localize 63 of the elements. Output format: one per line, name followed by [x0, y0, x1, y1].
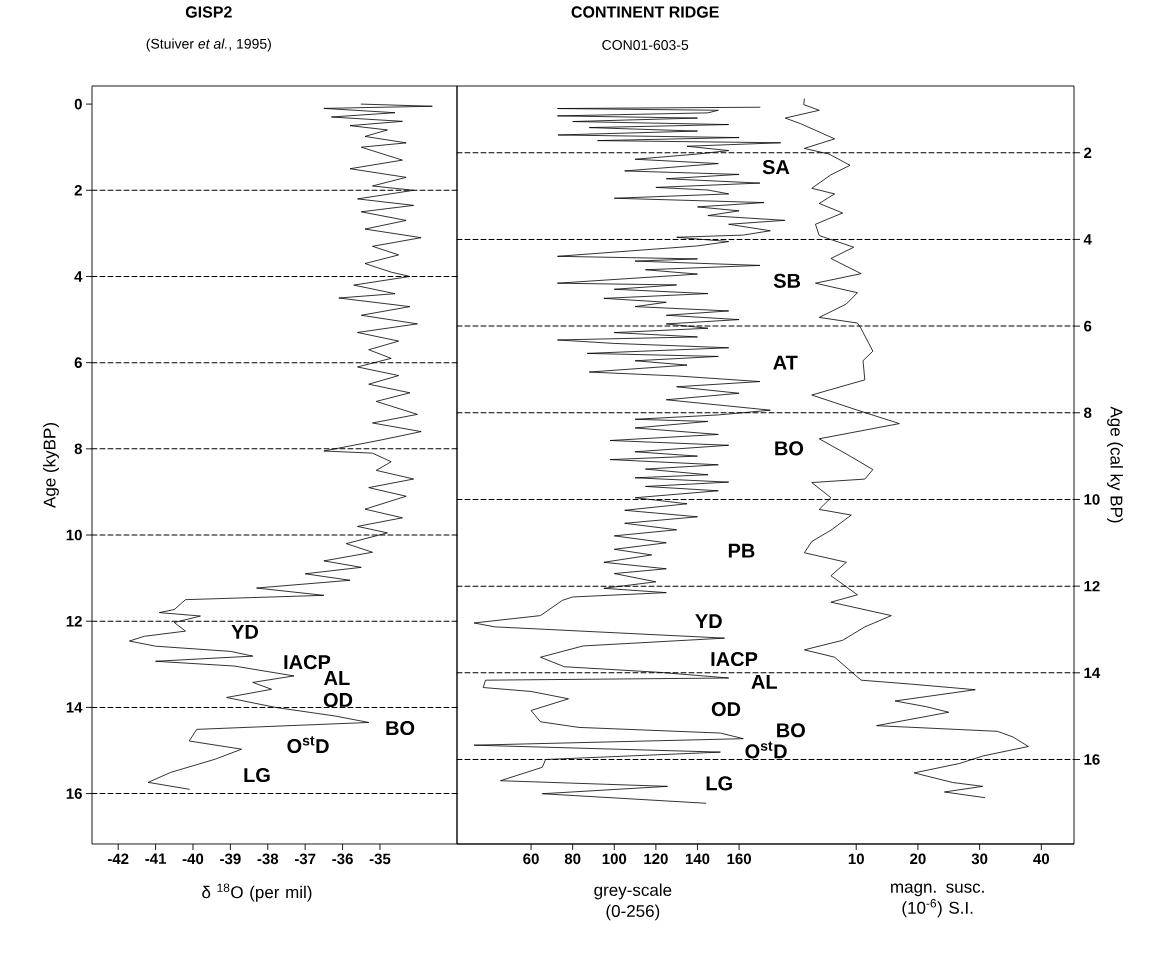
annotation: PB — [728, 543, 755, 558]
x-axis-title: grey-scale (0-256) — [594, 883, 672, 921]
x-tick-label: -37 — [294, 853, 316, 865]
annotation: IACP — [711, 651, 758, 667]
annotation: AL — [324, 671, 350, 685]
y-tick-label: 6 — [74, 357, 82, 368]
y-tick-label: 12 — [66, 615, 82, 627]
x2-tick-label: 10 — [848, 853, 864, 865]
x-tick-label: -36 — [332, 853, 353, 865]
y-tick-label: 0 — [74, 98, 82, 110]
y-tick-label: 2 — [74, 185, 82, 196]
x-tick-label: -38 — [257, 853, 279, 865]
x-tick-label: -42 — [107, 853, 129, 864]
y-tick-label: 14 — [66, 702, 83, 713]
y-tick-label: 10 — [66, 529, 82, 541]
annotation: SB — [773, 273, 801, 288]
y-tick-label: 4 — [74, 271, 83, 282]
y-tick-label: 8 — [74, 443, 82, 455]
y-tick-label: 8 — [1084, 407, 1092, 419]
x2-tick-label: 20 — [910, 853, 926, 865]
annotation: OD — [323, 692, 353, 708]
annotation: AL — [751, 674, 777, 689]
y-tick-label: 4 — [1083, 234, 1092, 245]
annotation: LG — [706, 776, 732, 791]
chart-title: CONTINENT RIDGE — [571, 6, 719, 18]
y-tick-label: 6 — [1084, 320, 1092, 332]
x-tick-label: -41 — [145, 853, 166, 864]
x-tick-label: 160 — [727, 853, 751, 865]
y-tick-label: 16 — [66, 788, 82, 799]
x-tick-label: 80 — [564, 853, 581, 865]
x2-tick-label: 40 — [1033, 853, 1050, 865]
x2-axis-title: magn. susc. (10$^{-6}$) S.I. — [891, 883, 984, 918]
x-tick-label: 60 — [523, 853, 539, 865]
y-tick-label: 16 — [1084, 754, 1100, 765]
x2-tick-label: 30 — [971, 853, 988, 865]
x-tick-label: 120 — [644, 853, 668, 865]
annotation: BO — [775, 441, 804, 456]
annotation: SA — [762, 160, 790, 175]
annotation: IACP — [284, 655, 331, 670]
y-tick-label: 10 — [1084, 494, 1100, 505]
chart-subtitle: CON01-603-5 — [602, 40, 689, 50]
annotation: AT — [773, 355, 798, 370]
annotation: YD — [231, 624, 258, 639]
annotation: O$^{st}$D — [287, 736, 329, 754]
annotation: OD — [711, 702, 741, 717]
x-axis-title: δ $^{18}$O (per mil) — [202, 883, 312, 902]
x-tick-label: -35 — [369, 853, 391, 865]
y-axis-title: Age (cal ky BP) — [1107, 406, 1123, 523]
annotation: LG — [244, 767, 270, 783]
y-axis-title: Age (kyBP) — [43, 423, 59, 508]
x-tick-label: -40 — [182, 853, 204, 865]
x-tick-label: 100 — [602, 853, 627, 865]
x-tick-label: -39 — [220, 853, 241, 865]
annotation: BO — [777, 723, 805, 738]
x-tick-label: 140 — [685, 853, 710, 865]
annotation: O$^{st}$D — [745, 741, 787, 759]
chart-title: GISP2 — [185, 6, 232, 18]
annotation: BO — [386, 720, 415, 736]
y-tick-label: 12 — [1084, 580, 1100, 592]
chart-subtitle: (Stuiver et al., 1995) — [146, 38, 271, 52]
y-tick-label: 14 — [1084, 667, 1101, 678]
y-tick-label: 2 — [1084, 147, 1092, 158]
annotation: YD — [695, 614, 722, 629]
